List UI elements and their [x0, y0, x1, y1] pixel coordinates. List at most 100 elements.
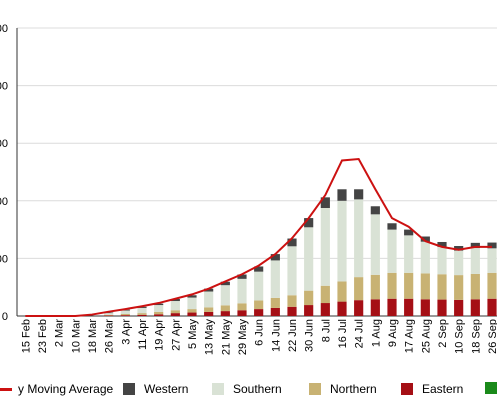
bar-eastern	[337, 301, 347, 316]
x-tick-label: 18 Sep	[470, 319, 482, 354]
bar-northern	[204, 307, 214, 312]
bar-eastern	[370, 299, 380, 316]
bar-northern	[404, 272, 414, 299]
bar-eastern	[454, 299, 464, 316]
y-tick-label: 00	[0, 23, 8, 35]
x-tick-label: 25 Aug	[420, 319, 432, 353]
bar-southern	[304, 227, 314, 291]
x-tick-label: 15 Feb	[20, 319, 32, 353]
x-tick-label: 1 Aug	[370, 319, 382, 347]
legend-swatch	[123, 383, 135, 395]
bar-western	[287, 238, 297, 247]
bars	[104, 189, 497, 316]
bar-eastern	[220, 311, 230, 316]
bar-eastern	[354, 300, 364, 316]
x-tick-label: 24 Jul	[354, 319, 366, 348]
x-tick-label: 2 Mar	[54, 319, 66, 347]
bar-southern	[487, 248, 497, 273]
bar-western	[337, 189, 347, 201]
bar-southern	[104, 313, 114, 315]
x-tick-label: 19 Apr	[154, 319, 166, 351]
bar-western	[204, 288, 214, 292]
x-tick-label: 9 Aug	[387, 319, 399, 347]
bar-northern	[104, 314, 114, 316]
bar-southern	[170, 301, 180, 311]
moving-average-line	[25, 157, 492, 317]
bar-southern	[470, 248, 480, 274]
bar-eastern	[204, 311, 214, 316]
bar-southern	[154, 305, 164, 312]
bar-eastern	[120, 315, 130, 316]
bar-western	[104, 312, 114, 314]
x-tick-label: 17 Aug	[404, 319, 416, 353]
bar-southern	[370, 214, 380, 275]
legend-swatch	[212, 383, 224, 395]
legend-item: y Moving Average	[0, 382, 113, 396]
bar-southern	[437, 246, 447, 275]
bar-northern	[437, 274, 447, 300]
bar-northern	[470, 273, 480, 300]
bar-northern	[370, 274, 380, 300]
x-tick-label: 27 Apr	[170, 319, 182, 351]
x-tick-labels: 15 Feb 23 Feb 2 Mar 10 Mar 18 Mar 26 Mar 3 Apr…	[20, 319, 497, 356]
x-tick-label: 14 Jun	[270, 319, 282, 352]
bar-northern	[170, 310, 180, 314]
bar-western	[487, 242, 497, 249]
bar-southern	[354, 199, 364, 278]
bar-northern	[487, 272, 497, 299]
x-tick-label: 26 Sep	[487, 319, 497, 354]
x-tick-label: 2 Sep	[437, 319, 449, 348]
bar-eastern	[487, 298, 497, 316]
y-tick-label: 0	[2, 311, 8, 323]
bar-western	[187, 295, 197, 298]
bar-southern	[387, 229, 397, 273]
bar-southern	[404, 235, 414, 273]
bar-southern	[254, 271, 264, 301]
bar-western	[404, 229, 414, 236]
y-tick-label: 00	[0, 196, 8, 208]
bar-eastern	[270, 307, 280, 316]
bar-western	[254, 266, 264, 272]
bar-eastern	[437, 299, 447, 316]
x-tick-label: 3 Apr	[120, 319, 132, 345]
y-tick-label: 00	[0, 138, 8, 150]
bar-northern	[154, 311, 164, 315]
bar-western	[470, 242, 480, 249]
bar-southern	[220, 285, 230, 306]
legend-label: Western	[144, 382, 189, 396]
x-tick-label: 18 Mar	[87, 319, 99, 354]
bar-eastern	[254, 309, 264, 316]
bar-southern	[320, 208, 330, 286]
bar-eastern	[104, 315, 114, 316]
bar-western	[154, 303, 164, 306]
bar-southern	[137, 307, 147, 314]
legend-item: Western	[123, 382, 188, 396]
bar-northern	[337, 281, 347, 302]
bar-southern	[120, 310, 130, 314]
x-tick-label: 16 Jul	[337, 319, 349, 348]
y-tick-label: 00	[0, 81, 8, 93]
bar-eastern	[187, 312, 197, 316]
bar-western	[270, 254, 280, 261]
x-tick-label: 8 Jul	[320, 319, 332, 342]
bar-southern	[187, 297, 197, 310]
legend-item	[485, 382, 497, 394]
legend-swatch	[485, 382, 497, 394]
legend-label: y Moving Average	[18, 382, 114, 396]
x-tick-label: 10 Sep	[454, 319, 466, 354]
bar-eastern	[287, 306, 297, 316]
legend-item: Southern	[212, 382, 282, 396]
bar-northern	[270, 297, 280, 308]
legend-label: Southern	[233, 382, 282, 396]
bar-northern	[137, 313, 147, 315]
bar-eastern	[320, 303, 330, 316]
x-tick-label: 11 Apr	[137, 319, 149, 350]
bar-eastern	[137, 314, 147, 316]
bar-eastern	[420, 299, 430, 316]
grid	[17, 27, 497, 317]
bar-western	[437, 241, 447, 247]
bar-western	[137, 306, 147, 308]
bar-northern	[320, 285, 330, 304]
bar-eastern	[304, 305, 314, 316]
